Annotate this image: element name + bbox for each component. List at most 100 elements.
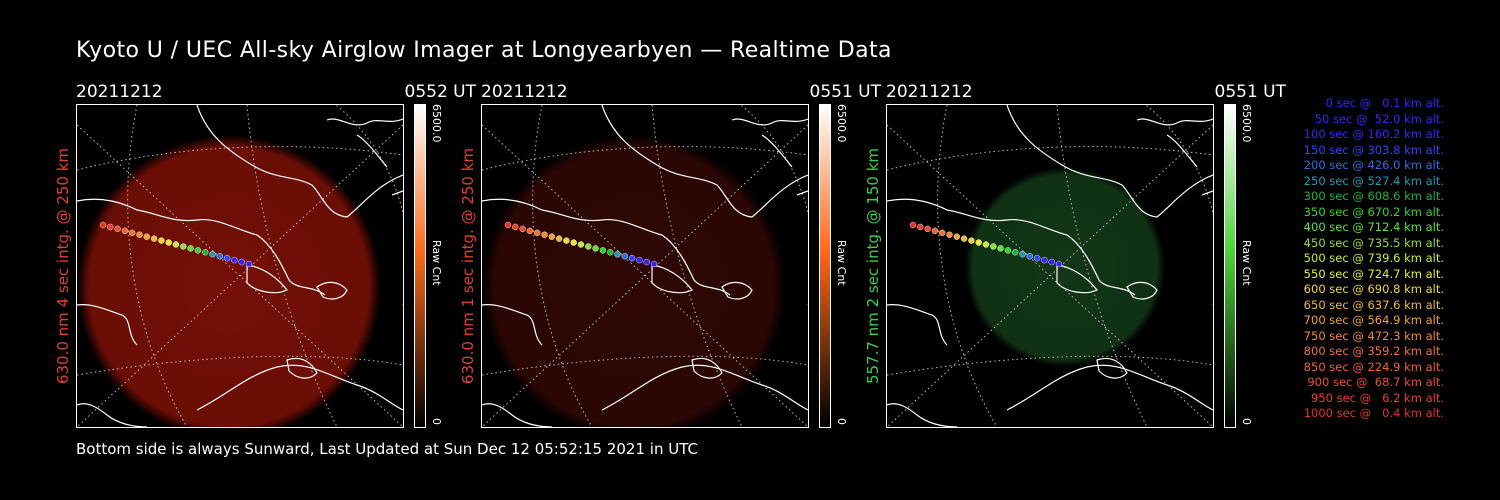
coastline bbox=[482, 198, 731, 296]
legend-row: 300 sec @ 608.6 km alt. bbox=[1300, 189, 1444, 203]
grid-line bbox=[77, 146, 403, 171]
trajectory-point bbox=[990, 243, 997, 250]
trajectory-point bbox=[1019, 251, 1026, 258]
trajectory-point bbox=[150, 235, 158, 242]
grid-line bbox=[482, 146, 808, 171]
legend-row: 550 sec @ 724.7 km alt. bbox=[1300, 266, 1444, 281]
coastline bbox=[286, 357, 318, 379]
panel-ylabel: 630.0 nm 1 sec intg. @ 250 km bbox=[459, 147, 477, 385]
trajectory-point bbox=[555, 235, 563, 242]
trajectory-point bbox=[909, 221, 917, 229]
coastline bbox=[887, 198, 1136, 296]
colorbar-unit: Raw Cnt bbox=[1240, 240, 1253, 286]
colorbar bbox=[414, 104, 426, 428]
legend-row: 650 sec @ 637.6 km alt. bbox=[1300, 297, 1444, 312]
legend-row: 900 sec @ 68.7 km alt. bbox=[1303, 375, 1444, 389]
trajectory-point bbox=[238, 258, 245, 266]
trajectory-point bbox=[209, 251, 216, 258]
allsky-image bbox=[76, 104, 404, 428]
coastline bbox=[1096, 357, 1128, 379]
trajectory-point bbox=[223, 254, 231, 262]
trajectory-point bbox=[570, 239, 577, 246]
airglow-disk bbox=[482, 135, 786, 427]
trajectory-point bbox=[1004, 247, 1012, 254]
trajectory-point bbox=[143, 233, 151, 240]
panel-date: 20211212 bbox=[481, 82, 568, 102]
coastline bbox=[887, 403, 958, 427]
footer-note: Bottom side is always Sunward, Last Upda… bbox=[76, 440, 698, 458]
trajectory-point bbox=[541, 231, 548, 238]
coastline bbox=[356, 134, 388, 168]
trajectory-point bbox=[194, 247, 202, 254]
grid-line bbox=[651, 105, 743, 427]
grid-line bbox=[1056, 105, 1148, 427]
coastline bbox=[77, 304, 138, 346]
coastline bbox=[721, 281, 753, 300]
legend-row: 0 sec @ 0.1 km alt. bbox=[1314, 96, 1444, 110]
legend-row: 150 sec @ 303.8 km alt. bbox=[1300, 142, 1444, 157]
colorbar bbox=[1224, 104, 1236, 428]
grid-line bbox=[887, 124, 1213, 427]
coastline bbox=[482, 304, 543, 346]
trajectory-point bbox=[931, 227, 939, 235]
legend-row: 500 sec @ 739.6 km alt. bbox=[1300, 251, 1444, 265]
trajectory-point bbox=[939, 229, 946, 237]
airglow-disk bbox=[77, 135, 381, 427]
trajectory-point bbox=[129, 229, 136, 237]
legend-row: 400 sec @ 712.4 km alt. bbox=[1300, 220, 1444, 234]
trajectory-point bbox=[231, 256, 238, 264]
trajectory-point bbox=[650, 260, 658, 268]
trajectory-point bbox=[1011, 249, 1019, 256]
legend-row: 850 sec @ 224.9 km alt. bbox=[1300, 359, 1444, 374]
coastline bbox=[391, 190, 403, 196]
trajectory-point bbox=[1048, 258, 1055, 266]
legend-row: 100 sec @ 160.2 km alt. bbox=[1300, 127, 1444, 141]
legend-row: 950 sec @ 6.2 km alt. bbox=[1307, 390, 1444, 405]
trajectory-point bbox=[563, 237, 570, 244]
coastline bbox=[1126, 281, 1158, 300]
coastline bbox=[246, 264, 288, 294]
grid-line bbox=[77, 124, 403, 427]
trajectory-point bbox=[636, 256, 643, 264]
grid-line bbox=[887, 355, 1213, 376]
legend-row: 50 sec @ 52.0 km alt. bbox=[1307, 111, 1444, 126]
colorbar-unit: Raw Cnt bbox=[430, 240, 443, 286]
panel-date: 20211212 bbox=[76, 82, 163, 102]
trajectory-point bbox=[614, 251, 621, 258]
trajectory-point bbox=[975, 239, 982, 246]
panel-ylabel: 630.0 nm 4 sec intg. @ 250 km bbox=[54, 147, 72, 385]
trajectory-point bbox=[917, 223, 924, 231]
trajectory-point bbox=[997, 245, 1004, 252]
trajectory-point bbox=[628, 254, 636, 262]
colorbar-min: 0 bbox=[835, 418, 848, 425]
colorbar-max: 6500.0 bbox=[1240, 104, 1253, 143]
colorbar bbox=[819, 104, 831, 428]
trajectory-point bbox=[982, 241, 990, 248]
legend-row: 1000 sec @ 0.4 km alt. bbox=[1303, 406, 1444, 420]
colorbar-max: 6500.0 bbox=[430, 104, 443, 143]
panel-ylabel: 557.7 nm 2 sec intg. @ 150 km bbox=[864, 147, 882, 385]
trajectory-point bbox=[1026, 252, 1034, 260]
coastline bbox=[77, 403, 148, 427]
trajectory-legend: 0 sec @ 0.1 km alt. 50 sec @ 52.0 km alt… bbox=[1258, 96, 1444, 422]
trajectory-point bbox=[577, 241, 585, 248]
legend-row: 700 sec @ 564.9 km alt. bbox=[1300, 313, 1444, 327]
coastline bbox=[601, 364, 808, 411]
trajectory-point bbox=[946, 231, 953, 238]
trajectory-point bbox=[960, 235, 968, 242]
coastline bbox=[196, 364, 403, 411]
allsky-image bbox=[886, 104, 1214, 428]
legend-row: 250 sec @ 527.4 km alt. bbox=[1300, 173, 1444, 188]
trajectory-point bbox=[548, 233, 556, 240]
colorbar-max: 6500.0 bbox=[835, 104, 848, 143]
coastline bbox=[1166, 134, 1198, 168]
trajectory-point bbox=[1041, 256, 1048, 264]
grid-line bbox=[482, 124, 808, 427]
trajectory-point bbox=[216, 252, 224, 260]
grid-line bbox=[77, 124, 403, 427]
coastline bbox=[1201, 190, 1213, 196]
panel-time: 0551 UT bbox=[809, 82, 882, 102]
coastline bbox=[1056, 264, 1098, 294]
trajectory-point bbox=[158, 237, 165, 244]
coastline bbox=[1006, 364, 1213, 411]
